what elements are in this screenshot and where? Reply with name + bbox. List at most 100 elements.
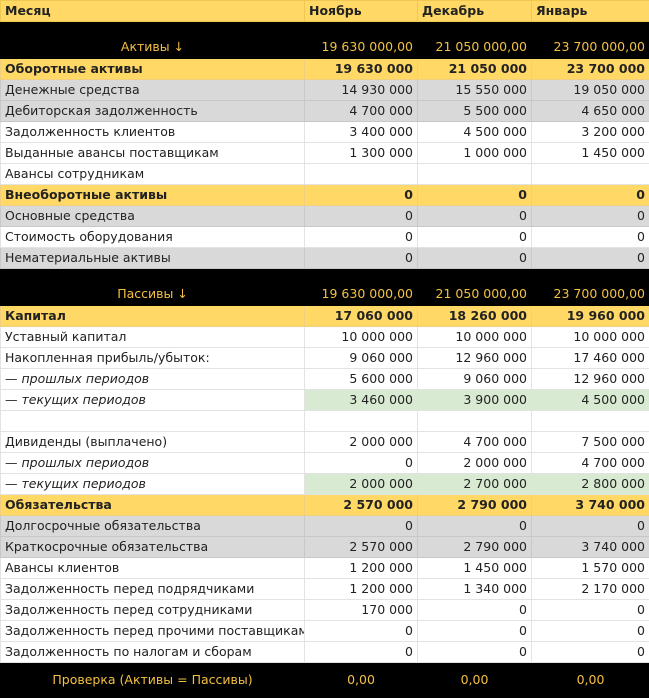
row-value: 0 xyxy=(305,621,418,642)
row-value: 2 570 000 xyxy=(305,537,418,558)
row-value xyxy=(418,164,532,185)
row-value: 0 xyxy=(418,227,532,248)
row-label: Накопленная прибыль/убыток: xyxy=(1,348,305,369)
row-label: Денежные средства xyxy=(1,80,305,101)
row-label: Задолженность перед подрядчиками xyxy=(1,579,305,600)
column-header: Ноябрь xyxy=(305,1,418,22)
check-value: 0,00 xyxy=(418,663,532,698)
check-label: Проверка (Активы = Пассивы) xyxy=(1,663,305,698)
row-value: 1 570 000 xyxy=(532,558,649,579)
row-label: Нематериальные активы xyxy=(1,248,305,269)
row-value: 23 700 000 xyxy=(532,59,649,80)
row-value: 10 000 000 xyxy=(305,327,418,348)
row-value: 2 800 000 xyxy=(532,474,649,495)
row-value: 19 050 000 xyxy=(532,80,649,101)
row-value: 15 550 000 xyxy=(418,80,532,101)
row-value: 1 000 000 xyxy=(418,143,532,164)
row-value: 0 xyxy=(532,642,649,663)
row-value: 10 000 000 xyxy=(418,327,532,348)
row-value: 10 000 000 xyxy=(532,327,649,348)
row-value: 19 630 000 xyxy=(305,59,418,80)
row-value: 0 xyxy=(305,248,418,269)
row-label: Основные средства xyxy=(1,206,305,227)
section-total: 23 700 000,00 xyxy=(532,22,649,59)
row-value: 0 xyxy=(305,206,418,227)
row-value: 9 060 000 xyxy=(305,348,418,369)
row-value: 3 460 000 xyxy=(305,390,418,411)
row-label: — текущих периодов xyxy=(1,474,305,495)
row-value: 0 xyxy=(418,185,532,206)
section-total: 19 630 000,00 xyxy=(305,269,418,306)
row-label: Дивиденды (выплачено) xyxy=(1,432,305,453)
row-value: 2 170 000 xyxy=(532,579,649,600)
row-value: 14 930 000 xyxy=(305,80,418,101)
row-value: 0 xyxy=(532,185,649,206)
row-label: Авансы сотрудникам xyxy=(1,164,305,185)
row-label: Внеоборотные активы xyxy=(1,185,305,206)
row-value: 0 xyxy=(532,600,649,621)
row-value: 4 700 000 xyxy=(305,101,418,122)
section-total: 19 630 000,00 xyxy=(305,22,418,59)
row-value: 0 xyxy=(418,516,532,537)
row-value: 0 xyxy=(418,621,532,642)
row-value xyxy=(532,411,649,432)
row-label: Капитал xyxy=(1,306,305,327)
row-value: 5 600 000 xyxy=(305,369,418,390)
row-value: 12 960 000 xyxy=(418,348,532,369)
row-value: 1 300 000 xyxy=(305,143,418,164)
row-label: Оборотные активы xyxy=(1,59,305,80)
row-label: — прошлых периодов xyxy=(1,453,305,474)
row-value: 12 960 000 xyxy=(532,369,649,390)
column-header: Январь xyxy=(532,1,649,22)
row-value: 3 740 000 xyxy=(532,537,649,558)
row-label: Задолженность перед прочими поставщиками xyxy=(1,621,305,642)
section-title: Активы ↓ xyxy=(1,22,305,59)
row-value: 0 xyxy=(418,642,532,663)
row-label: Уставный капитал xyxy=(1,327,305,348)
row-value: 0 xyxy=(305,516,418,537)
row-label: — текущих периодов xyxy=(1,390,305,411)
row-value: 0 xyxy=(418,248,532,269)
row-value: 4 700 000 xyxy=(532,453,649,474)
section-total: 21 050 000,00 xyxy=(418,269,532,306)
row-value xyxy=(418,411,532,432)
row-value: 3 900 000 xyxy=(418,390,532,411)
row-label xyxy=(1,411,305,432)
row-value: 2 790 000 xyxy=(418,537,532,558)
row-value: 3 400 000 xyxy=(305,122,418,143)
row-label: Обязательства xyxy=(1,495,305,516)
check-value: 0,00 xyxy=(532,663,649,698)
row-value: 0 xyxy=(532,248,649,269)
row-value xyxy=(305,411,418,432)
row-value: 2 000 000 xyxy=(305,474,418,495)
row-label: — прошлых периодов xyxy=(1,369,305,390)
column-header: Месяц xyxy=(1,1,305,22)
row-value: 0 xyxy=(305,453,418,474)
row-value: 17 460 000 xyxy=(532,348,649,369)
